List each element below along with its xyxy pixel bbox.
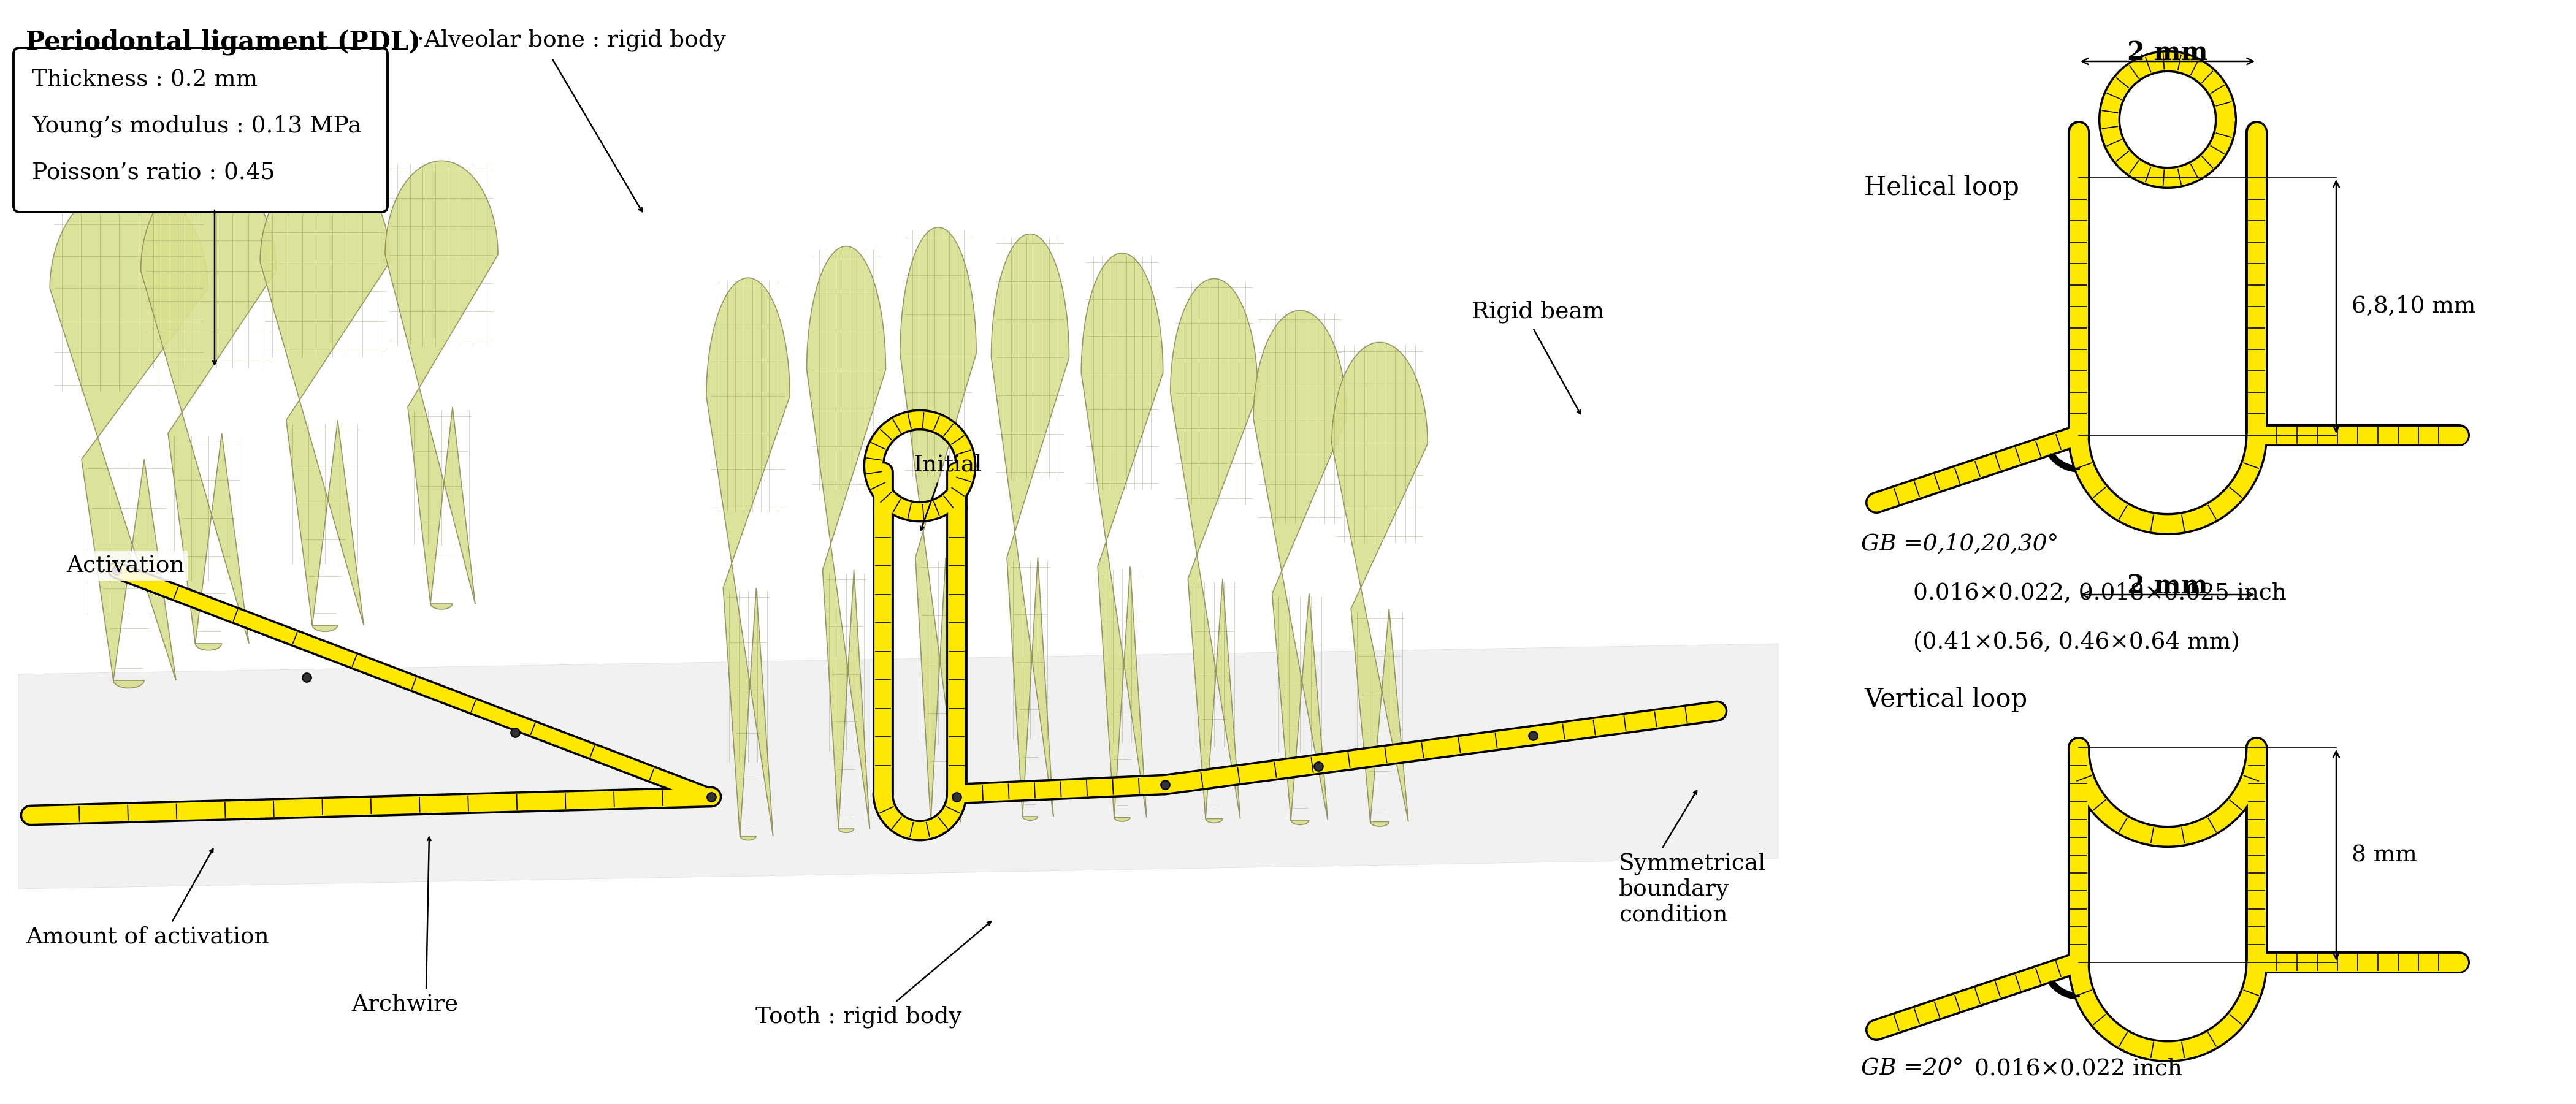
Text: 8 mm: 8 mm <box>2352 845 2416 867</box>
Text: 2 mm: 2 mm <box>2128 573 2208 598</box>
Text: (0.41×0.56, 0.46×0.64 mm): (0.41×0.56, 0.46×0.64 mm) <box>1914 631 2241 654</box>
Text: 6,8,10 mm: 6,8,10 mm <box>2352 296 2476 318</box>
Polygon shape <box>49 183 209 688</box>
Polygon shape <box>260 164 389 631</box>
Text: Amount of activation: Amount of activation <box>26 925 268 947</box>
Text: Initial: Initial <box>914 454 981 476</box>
Polygon shape <box>1332 342 1427 826</box>
Text: Activation: Activation <box>67 554 185 576</box>
Text: ·Alveolar bone : rigid body: ·Alveolar bone : rigid body <box>417 30 726 52</box>
Polygon shape <box>1170 278 1257 822</box>
Polygon shape <box>899 227 976 826</box>
Text: Helical loop: Helical loop <box>1865 174 2020 201</box>
Text: Vertical loop: Vertical loop <box>1865 687 2027 712</box>
Text: Tooth : rigid body: Tooth : rigid body <box>755 1006 961 1028</box>
Polygon shape <box>1082 253 1162 821</box>
Polygon shape <box>384 161 497 609</box>
Text: 0.016×0.022 inch: 0.016×0.022 inch <box>1973 1058 2182 1080</box>
Polygon shape <box>806 246 886 832</box>
Polygon shape <box>706 278 791 840</box>
Polygon shape <box>18 644 1777 889</box>
Text: Periodontal ligament (PDL): Periodontal ligament (PDL) <box>26 30 420 55</box>
Text: Archwire: Archwire <box>350 994 459 1015</box>
Text: GB =20°: GB =20° <box>1860 1058 1963 1080</box>
Text: Poisson’s ratio : 0.45: Poisson’s ratio : 0.45 <box>31 162 276 184</box>
Polygon shape <box>992 234 1069 820</box>
Text: GB =0,10,20,30°: GB =0,10,20,30° <box>1860 533 2058 555</box>
Polygon shape <box>142 170 276 650</box>
Text: Rigid beam: Rigid beam <box>1471 300 1605 322</box>
Text: Young’s modulus : 0.13 MPa: Young’s modulus : 0.13 MPa <box>31 115 361 138</box>
Text: 2 mm: 2 mm <box>2128 40 2208 65</box>
Text: Symmetrical
boundary
condition: Symmetrical boundary condition <box>1618 852 1767 926</box>
Text: 0.016×0.022, 0.018×0.025 inch: 0.016×0.022, 0.018×0.025 inch <box>1914 582 2287 604</box>
FancyBboxPatch shape <box>13 47 386 212</box>
Polygon shape <box>1255 310 1347 825</box>
Text: Thickness : 0.2 mm: Thickness : 0.2 mm <box>31 68 258 91</box>
